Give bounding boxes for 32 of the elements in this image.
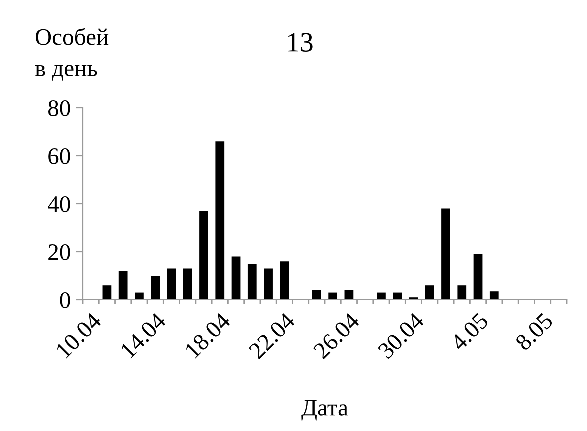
x-tick-label: 4.05 — [450, 312, 490, 352]
bar — [377, 292, 386, 300]
bar — [425, 286, 434, 300]
bar — [474, 254, 483, 300]
bar — [458, 286, 467, 300]
bar — [118, 271, 128, 300]
bar — [490, 292, 499, 300]
bar — [393, 292, 402, 300]
bar — [442, 208, 450, 300]
y-tick-label: 40 — [48, 196, 70, 212]
chart-title: 13 — [288, 33, 313, 52]
y-tick-label: 80 — [48, 100, 70, 116]
bar — [328, 292, 338, 300]
bar — [264, 268, 273, 300]
bar — [151, 276, 160, 300]
bar — [312, 290, 322, 300]
y-axis-title: Особей в день — [35, 28, 109, 81]
bar — [167, 268, 176, 300]
bar — [200, 211, 208, 300]
y-tick-label: 20 — [48, 244, 70, 260]
x-tick-label: 8.05 — [514, 312, 554, 352]
bar — [102, 286, 112, 300]
bar — [248, 264, 257, 300]
bar — [280, 262, 290, 300]
bar — [183, 268, 192, 300]
y-tick-label: 60 — [48, 148, 70, 164]
bar — [216, 142, 225, 300]
x-axis-title: Дата — [302, 400, 348, 421]
bar — [135, 292, 144, 300]
y-tick-label: 0 — [60, 292, 70, 308]
bar — [232, 256, 241, 300]
bar — [344, 290, 354, 300]
